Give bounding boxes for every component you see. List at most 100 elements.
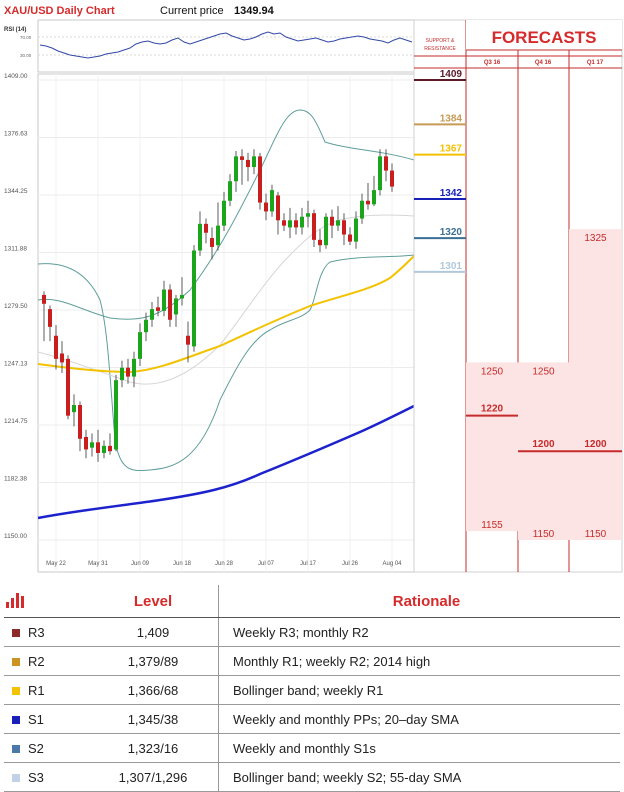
- quarter-q3-16: Q3 16: [484, 60, 501, 66]
- level-value: 1,409: [88, 617, 219, 647]
- level-swatch: [4, 733, 28, 763]
- y-tick-label: 1279.50: [4, 303, 28, 310]
- level-rationale: Weekly and monthly S1s: [218, 733, 620, 763]
- candle-body: [42, 294, 46, 304]
- bollinger-upper: [37, 109, 415, 320]
- col-rationale: Rationale: [218, 585, 620, 618]
- sr-level-label: 1320: [440, 227, 463, 238]
- x-tick-label: Aug 04: [382, 561, 402, 567]
- sr-level-label: 1409: [440, 69, 463, 80]
- sma-55: [37, 255, 415, 374]
- bollinger-lower: [37, 254, 415, 472]
- table-row: R2 1,379/89 Monthly R1; weekly R2; 2014 hi…: [4, 646, 620, 676]
- forecast-range: [569, 229, 622, 540]
- candle-body: [216, 225, 220, 246]
- forecast-title: FORECASTS: [492, 28, 597, 47]
- candles: [42, 149, 394, 462]
- price-value: 1349.94: [234, 5, 275, 17]
- forecast-low: 1155: [481, 520, 503, 531]
- quarter-q1-17: Q1 17: [587, 60, 604, 66]
- table-row: S3 1,307/1,296 Bollinger band; weekly S2; …: [4, 762, 620, 792]
- level-swatch: [4, 617, 28, 647]
- sr-level-label: 1367: [440, 144, 463, 155]
- x-tick-label: Jul 07: [258, 561, 275, 567]
- candle-body: [324, 216, 328, 246]
- candle-body: [258, 156, 262, 203]
- candle-body: [90, 442, 94, 448]
- table-row: R3 1,409 Weekly R3; monthly R2: [4, 617, 620, 647]
- candle-body: [96, 442, 100, 453]
- candle-body: [144, 319, 148, 333]
- x-tick-label: May 31: [88, 561, 108, 567]
- level-value: 1,345/38: [88, 704, 219, 734]
- col-level: Level: [88, 585, 219, 618]
- level-code: R2: [28, 646, 88, 676]
- candle-body: [102, 445, 106, 453]
- level-rationale: Weekly and monthly PPs; 20–day SMA: [218, 704, 620, 734]
- candle-body: [156, 307, 160, 311]
- chart-area: XAU/USD Daily Chart Current price 1349.9…: [4, 5, 623, 573]
- x-tick-label: Jun 18: [173, 561, 192, 567]
- candle-body: [270, 190, 274, 212]
- candle-body: [390, 170, 394, 187]
- candle-body: [222, 200, 226, 226]
- sr-label-1: SUPPORT &: [426, 38, 455, 44]
- level-value: 1,307/1,296: [88, 762, 219, 792]
- candle-body: [138, 332, 142, 359]
- candle-body: [108, 445, 112, 452]
- candle-body: [162, 289, 166, 311]
- level-rationale: Weekly R3; monthly R2: [218, 617, 620, 647]
- y-tick-label: 1182.38: [4, 475, 27, 482]
- candle-body: [294, 220, 298, 228]
- y-tick-label: 1344.25: [4, 188, 28, 195]
- sma-200: [37, 404, 415, 520]
- y-tick-label: 1409.00: [4, 73, 28, 80]
- level-rationale: Bollinger band; weekly R1: [218, 675, 620, 705]
- sr-label-2: RESISTANCE: [424, 46, 456, 52]
- candle-body: [48, 309, 52, 327]
- candle-body: [336, 220, 340, 226]
- candle-body: [228, 181, 232, 201]
- candle-body: [186, 335, 190, 345]
- chart-title: XAU/USD Daily Chart: [4, 5, 115, 17]
- forecast-mid: 1220: [481, 404, 504, 415]
- candle-body: [114, 380, 118, 450]
- level-swatch: [4, 704, 28, 734]
- price-panel: [37, 73, 415, 573]
- forecast-high: 1250: [481, 366, 504, 377]
- candle-body: [348, 234, 352, 242]
- candle-body: [198, 223, 202, 251]
- candle-body: [60, 353, 64, 363]
- level-swatch: [4, 762, 28, 792]
- rsi-level-70: 70.00: [20, 35, 32, 40]
- level-swatch: [4, 646, 28, 676]
- forecast-high: 1250: [532, 366, 555, 377]
- candle-body: [318, 239, 322, 246]
- candle-body: [150, 309, 154, 320]
- forecast-range: [466, 362, 518, 532]
- candle-body: [204, 223, 208, 233]
- rsi-line: [39, 31, 413, 59]
- candle-body: [132, 358, 136, 377]
- forecast-title-box: [466, 20, 622, 50]
- forecast-mid: 1200: [584, 439, 607, 450]
- x-tick-label: Jul 17: [300, 561, 317, 567]
- table-row: S1 1,345/38 Weekly and monthly PPs; 20–day…: [4, 704, 620, 734]
- sr-level-label: 1301: [440, 261, 463, 272]
- candle-body: [78, 405, 82, 439]
- candle-body: [240, 156, 244, 160]
- level-code: S2: [28, 733, 88, 763]
- y-tick-label: 1214.75: [4, 418, 28, 425]
- table-row: S2 1,323/16 Weekly and monthly S1s: [4, 733, 620, 763]
- candle-body: [282, 220, 286, 226]
- candle-body: [372, 190, 376, 205]
- table-row: R1 1,366/68 Bollinger band; weekly R1: [4, 675, 620, 705]
- levels-header: Level Rationale: [4, 585, 620, 618]
- level-code: S3: [28, 762, 88, 792]
- level-value: 1,323/16: [88, 733, 219, 763]
- y-tick-label: 1376.63: [4, 130, 28, 137]
- level-code: R1: [28, 675, 88, 705]
- forecast-high: 1325: [584, 233, 607, 244]
- candle-body: [360, 200, 364, 219]
- candle-body: [342, 220, 346, 235]
